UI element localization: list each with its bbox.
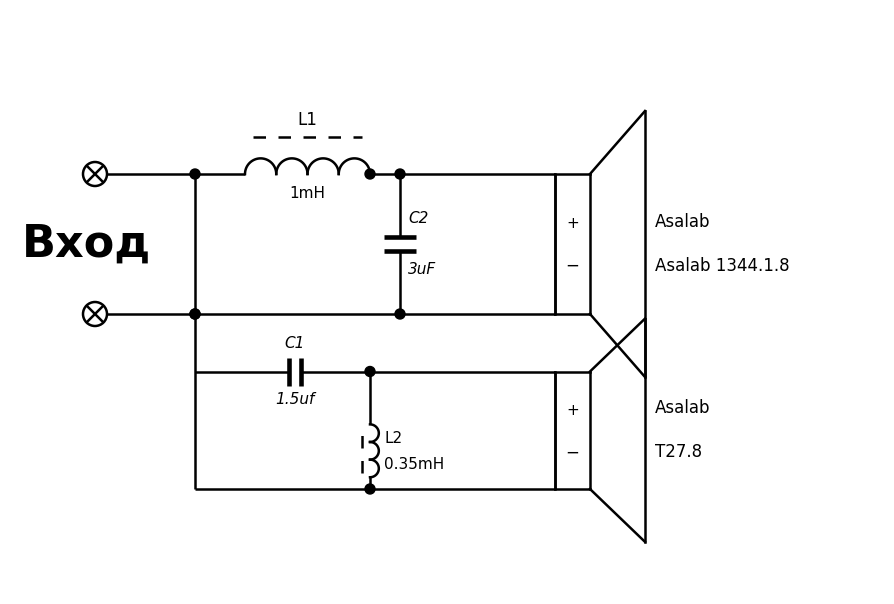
Circle shape bbox=[190, 309, 200, 319]
Circle shape bbox=[83, 162, 107, 186]
Text: +: + bbox=[566, 403, 579, 418]
Text: −: − bbox=[566, 257, 579, 275]
Text: 1mH: 1mH bbox=[290, 186, 325, 201]
Text: C1: C1 bbox=[285, 336, 305, 352]
Circle shape bbox=[395, 169, 405, 179]
Text: 3uF: 3uF bbox=[408, 262, 436, 277]
Text: 0.35mH: 0.35mH bbox=[384, 457, 444, 472]
Text: C2: C2 bbox=[408, 211, 428, 226]
Text: Вход: Вход bbox=[22, 222, 151, 266]
Text: T27.8: T27.8 bbox=[655, 443, 702, 461]
Text: Asalab: Asalab bbox=[655, 399, 711, 417]
Text: Asalab 1344.1.8: Asalab 1344.1.8 bbox=[655, 257, 789, 275]
Text: Asalab: Asalab bbox=[655, 213, 711, 231]
Text: 1.5uf: 1.5uf bbox=[275, 391, 315, 406]
Circle shape bbox=[365, 484, 375, 494]
Circle shape bbox=[365, 169, 375, 179]
Text: +: + bbox=[566, 216, 579, 231]
Circle shape bbox=[395, 309, 405, 319]
Circle shape bbox=[190, 169, 200, 179]
Circle shape bbox=[83, 302, 107, 326]
Text: L1: L1 bbox=[298, 111, 317, 129]
Circle shape bbox=[365, 367, 375, 376]
Text: −: − bbox=[566, 443, 579, 461]
Text: L2: L2 bbox=[384, 431, 402, 446]
Circle shape bbox=[190, 309, 200, 319]
